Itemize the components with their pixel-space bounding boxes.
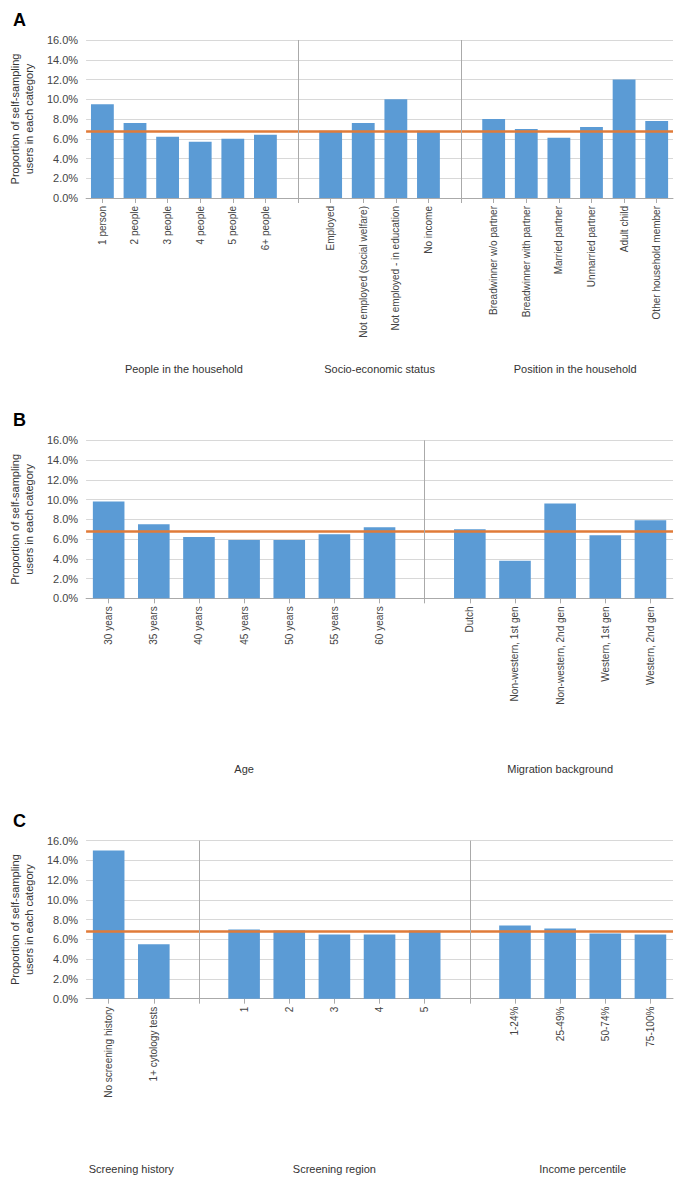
svg-text:4.0%: 4.0% xyxy=(53,953,78,965)
svg-text:5 people: 5 people xyxy=(227,206,238,245)
svg-text:4.0%: 4.0% xyxy=(53,153,78,165)
svg-text:B: B xyxy=(13,410,26,430)
svg-text:16.0%: 16.0% xyxy=(47,835,78,847)
svg-text:10.0%: 10.0% xyxy=(47,494,78,506)
svg-text:users in each category: users in each category xyxy=(23,864,35,975)
svg-text:35 years: 35 years xyxy=(148,606,159,644)
svg-text:Non-western, 1st gen: Non-western, 1st gen xyxy=(509,606,520,701)
svg-text:12.0%: 12.0% xyxy=(47,474,78,486)
svg-text:16.0%: 16.0% xyxy=(47,434,78,446)
svg-text:Socio-economic status: Socio-economic status xyxy=(324,363,435,375)
svg-text:4 people: 4 people xyxy=(195,206,206,245)
svg-text:2.0%: 2.0% xyxy=(53,573,78,585)
svg-text:25-49%: 25-49% xyxy=(555,1007,566,1042)
svg-text:60 years: 60 years xyxy=(374,606,385,644)
svg-text:12.0%: 12.0% xyxy=(47,874,78,886)
svg-text:Employed: Employed xyxy=(325,206,336,250)
svg-text:Western, 1st gen: Western, 1st gen xyxy=(600,606,611,681)
svg-text:12.0%: 12.0% xyxy=(47,74,78,86)
svg-text:3: 3 xyxy=(329,1006,340,1012)
svg-text:users in each category: users in each category xyxy=(23,463,35,574)
svg-text:0.0%: 0.0% xyxy=(53,993,78,1005)
svg-text:Breadwinner w/o partner: Breadwinner w/o partner xyxy=(488,205,499,315)
svg-text:Breadwinner with partner: Breadwinner with partner xyxy=(521,205,532,317)
svg-text:8.0%: 8.0% xyxy=(53,914,78,926)
svg-text:2 people: 2 people xyxy=(129,206,140,245)
svg-text:55 years: 55 years xyxy=(329,606,340,644)
svg-text:Unmarried partner: Unmarried partner xyxy=(586,205,597,287)
svg-text:Screening region: Screening region xyxy=(293,1163,376,1175)
svg-text:0.0%: 0.0% xyxy=(53,192,78,204)
svg-text:Dutch: Dutch xyxy=(464,606,475,632)
svg-text:6.0%: 6.0% xyxy=(53,933,78,945)
svg-text:8.0%: 8.0% xyxy=(53,113,78,125)
svg-text:Proportion of self-sampling: Proportion of self-sampling xyxy=(9,454,21,585)
svg-text:4: 4 xyxy=(374,1006,385,1012)
svg-text:4.0%: 4.0% xyxy=(53,553,78,565)
svg-text:Screening history: Screening history xyxy=(89,1163,174,1175)
svg-text:75-100%: 75-100% xyxy=(645,1007,656,1047)
svg-text:Position in the household: Position in the household xyxy=(514,363,637,375)
svg-text:Proportion of self-sampling: Proportion of self-sampling xyxy=(9,54,21,185)
svg-text:users in each category: users in each category xyxy=(23,63,35,174)
svg-text:30 years: 30 years xyxy=(103,606,114,644)
svg-text:14.0%: 14.0% xyxy=(47,54,78,66)
svg-text:Age: Age xyxy=(234,763,254,775)
svg-text:10.0%: 10.0% xyxy=(47,93,78,105)
svg-text:50-74%: 50-74% xyxy=(600,1007,611,1042)
svg-text:Not employed (social welfare): Not employed (social welfare) xyxy=(358,206,369,338)
svg-text:40 years: 40 years xyxy=(193,606,204,644)
svg-text:Non-western, 2nd gen: Non-western, 2nd gen xyxy=(555,606,566,704)
svg-text:2.0%: 2.0% xyxy=(53,973,78,985)
svg-text:6+ people: 6+ people xyxy=(260,206,271,251)
svg-text:14.0%: 14.0% xyxy=(47,854,78,866)
svg-text:Adult child: Adult child xyxy=(619,206,630,252)
svg-text:6.0%: 6.0% xyxy=(53,133,78,145)
svg-text:C: C xyxy=(13,811,26,831)
svg-text:10.0%: 10.0% xyxy=(47,894,78,906)
svg-text:No income: No income xyxy=(423,206,434,254)
svg-text:5: 5 xyxy=(419,1006,430,1012)
svg-text:Not employed - in education: Not employed - in education xyxy=(390,206,401,331)
svg-text:Income percentile: Income percentile xyxy=(539,1163,626,1175)
svg-text:1 person: 1 person xyxy=(97,206,108,245)
svg-text:Western, 2nd gen: Western, 2nd gen xyxy=(645,606,656,685)
svg-text:Other household member: Other household member xyxy=(651,205,662,319)
svg-text:2.0%: 2.0% xyxy=(53,172,78,184)
svg-text:16.0%: 16.0% xyxy=(47,34,78,46)
svg-text:A: A xyxy=(13,10,26,30)
svg-text:1+ cytology tests: 1+ cytology tests xyxy=(148,1007,159,1082)
svg-text:1: 1 xyxy=(239,1006,250,1012)
svg-text:50 years: 50 years xyxy=(284,606,295,644)
svg-text:2: 2 xyxy=(284,1006,295,1012)
svg-text:Married partner: Married partner xyxy=(553,205,564,274)
svg-text:45 years: 45 years xyxy=(239,606,250,644)
svg-text:Migration background: Migration background xyxy=(507,763,613,775)
svg-text:6.0%: 6.0% xyxy=(53,533,78,545)
svg-text:8.0%: 8.0% xyxy=(53,513,78,525)
svg-text:No screening history: No screening history xyxy=(103,1007,114,1098)
svg-text:1-24%: 1-24% xyxy=(509,1007,520,1036)
svg-text:3 people: 3 people xyxy=(162,206,173,245)
svg-text:0.0%: 0.0% xyxy=(53,592,78,604)
svg-text:14.0%: 14.0% xyxy=(47,454,78,466)
svg-text:People in the household: People in the household xyxy=(125,363,243,375)
svg-text:Proportion of self-sampling: Proportion of self-sampling xyxy=(9,854,21,985)
